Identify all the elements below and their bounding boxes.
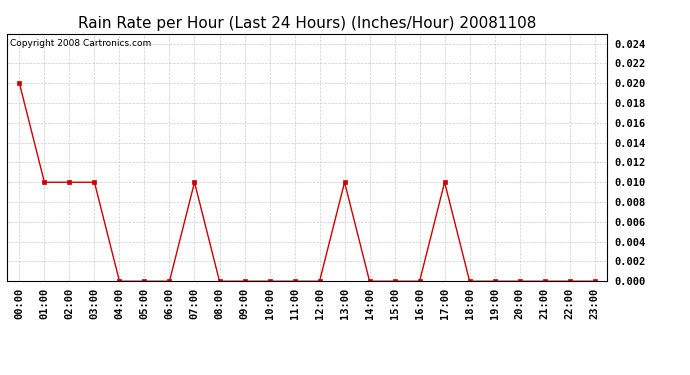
- Text: Copyright 2008 Cartronics.com: Copyright 2008 Cartronics.com: [10, 39, 151, 48]
- Title: Rain Rate per Hour (Last 24 Hours) (Inches/Hour) 20081108: Rain Rate per Hour (Last 24 Hours) (Inch…: [78, 16, 536, 31]
